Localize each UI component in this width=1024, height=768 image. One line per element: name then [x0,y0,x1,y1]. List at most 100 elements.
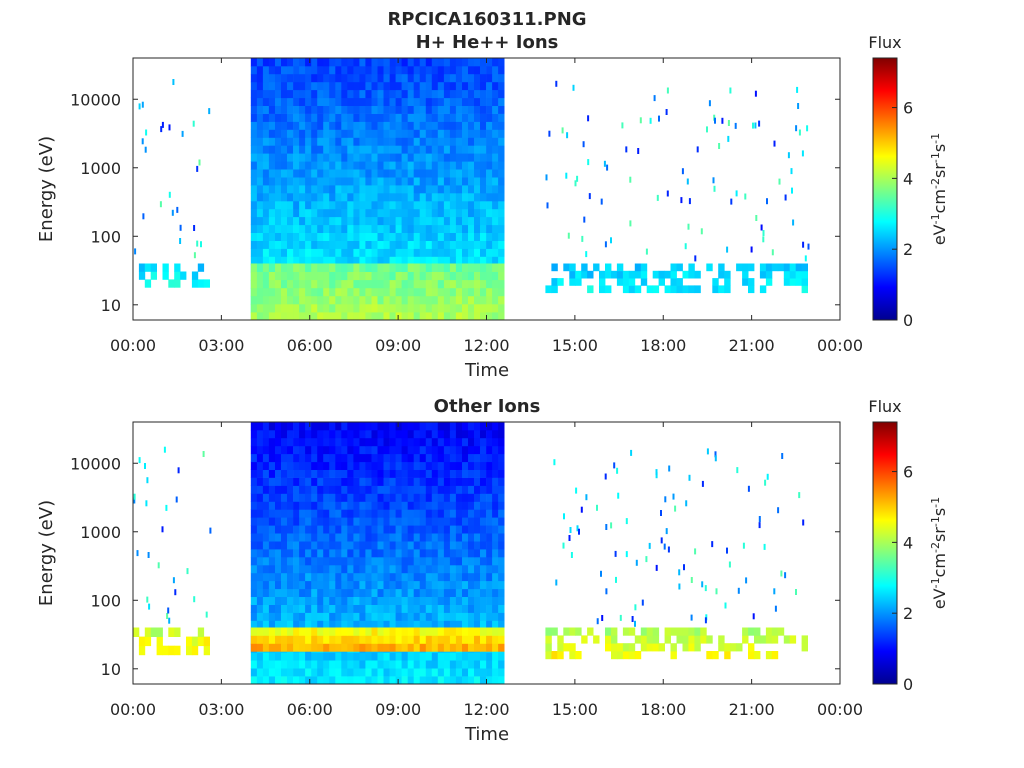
spectrogram-cell [425,303,433,313]
spectrogram-cell [293,453,300,463]
spectrogram-cell [462,271,469,281]
spectrogram-cell [341,279,348,289]
spectrogram-cell [474,604,481,613]
spectrogram-cell [262,596,270,605]
spectrogram-cell [383,557,390,566]
spectrogram-cell [474,509,481,518]
spectrogram-cell [449,580,457,590]
spectrogram-cell [371,263,378,272]
spectrogram-cell [706,263,713,272]
spectrogram-cell [268,303,276,313]
y-tick-label: 10 [101,296,121,315]
spectrogram-cell [305,169,312,178]
spectrogram-point [563,513,565,520]
spectrogram-cell [498,58,505,67]
spectrogram-cell [407,501,415,510]
spectrogram-cell [474,445,481,455]
spectrogram-cell [299,97,306,106]
spectrogram-cell [407,200,415,210]
spectrogram-cell [341,113,348,122]
spectrogram-cell [377,185,384,194]
spectrogram-cell [443,177,451,186]
spectrogram-cell [474,256,481,265]
spectrogram-cell [407,643,415,652]
spectrogram-cell [431,596,439,605]
spectrogram-cell [498,517,505,526]
spectrogram-cell [437,177,445,186]
spectrogram-cell [347,485,354,494]
spectrogram-cell [389,224,396,233]
spectrogram-cell [425,541,433,550]
spectrogram-cell [359,161,366,170]
spectrogram-cell [305,493,312,502]
spectrogram-cell [323,216,330,226]
spectrogram-cell [281,493,288,502]
spectrogram-cell [383,643,390,652]
spectrogram-cell [359,501,366,510]
spectrogram-cell [347,311,354,321]
spectrogram-cell [480,193,487,202]
spectrogram-cell [353,469,360,478]
spectrogram-cell [262,105,270,114]
spectrogram-cell [268,652,276,661]
spectrogram-cell [383,177,390,186]
spectrogram-cell [431,652,439,661]
spectrogram-cell [455,604,463,613]
spectrogram-cell [724,651,731,660]
spectrogram-cell [682,635,689,644]
spectrogram-cell [293,240,300,249]
spectrogram-cell [268,240,276,249]
spectrogram-point [688,474,691,481]
spectrogram-cell [407,660,415,669]
spectrogram-cell [287,660,294,669]
spectrogram-cell [389,137,396,146]
spectrogram-cell [425,429,433,439]
spectrogram-cell [341,635,348,644]
spectrogram-cell [480,549,487,558]
spectrogram-cell [365,643,372,652]
spectrogram-cell [317,224,324,233]
spectrogram-cell [401,501,408,510]
spectrogram-cell [449,89,457,99]
spectrogram-point [714,451,717,458]
spectrogram-cell [353,517,360,526]
spectrogram-cell [498,113,505,122]
spectrogram-cell [407,541,415,550]
spectrogram-cell [275,208,282,218]
spectrogram-cell [275,660,282,669]
spectrogram-cell [474,113,481,122]
spectrogram-cell [317,137,324,146]
spectrogram-cell [323,461,330,470]
spectrogram-cell [455,525,463,534]
spectrogram-cell [443,73,451,83]
spectrogram-cell [353,153,360,162]
spectrogram-cell [335,303,342,313]
spectrogram-cell [611,643,618,652]
spectrogram-cell [305,588,312,597]
spectrogram-cell [455,256,463,265]
spectrogram-cell [795,278,803,286]
spectrogram-cell [256,588,264,597]
spectrogram-cell [197,263,205,272]
spectrogram-cell [353,97,360,106]
spectrogram-cell [407,216,415,226]
spectrogram-cell [317,287,324,297]
spectrogram-cell [480,660,487,669]
spectrogram-cell [431,177,439,186]
spectrogram-cell [305,517,312,526]
spectrogram-cell [377,271,384,281]
spectrogram-cell [407,224,415,233]
spectrogram-cell [383,224,390,233]
spectrogram-cell [383,89,390,99]
spectrogram-cell [287,224,294,233]
spectrogram-cell [492,461,499,470]
spectrogram-cell [275,676,282,685]
spectrogram-cell [498,652,505,661]
spectrogram-cell [468,652,475,661]
spectrogram-cell [353,65,360,75]
spectrogram-cell [437,185,445,194]
spectrogram-cell [498,676,505,685]
spectrogram-cell [468,240,475,249]
spectrogram-cell [299,287,306,297]
spectrogram-cell [371,129,378,138]
